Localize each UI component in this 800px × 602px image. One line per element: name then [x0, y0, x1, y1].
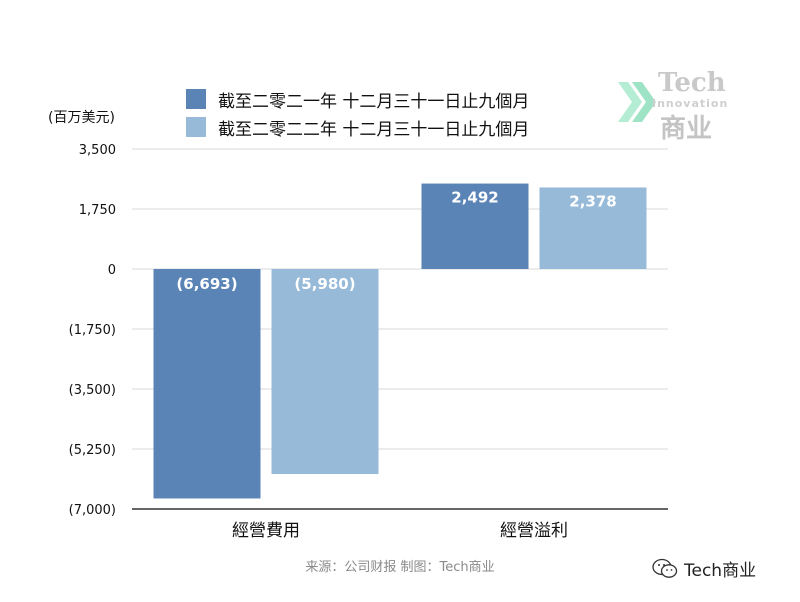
bar — [153, 269, 261, 499]
watermark-cn: 商业 — [660, 114, 713, 144]
y-axis-unit-label: (百万美元) — [48, 110, 115, 126]
bar — [271, 269, 379, 475]
watermark-tech: Tech — [658, 68, 726, 98]
y-axis-tick-labels: 3,500 1,750 0 (1,750) (3,500) (5,250) (7,000) — [69, 143, 116, 518]
legend-label-2021: 截至二零二一年 十二月三十一日止九個月 — [218, 91, 530, 112]
y-tick-label: 3,500 — [79, 143, 116, 158]
watermark-innovation: Innovation — [652, 97, 729, 110]
legend-swatch-2021 — [186, 89, 206, 109]
y-tick-label: (5,250) — [69, 443, 116, 458]
y-tick-label: 1,750 — [79, 203, 116, 218]
x-category-label: 經營溢利 — [500, 521, 568, 541]
tech-innovation-watermark: Tech Innovation 商业 — [612, 68, 732, 144]
double-chevron-icon — [618, 82, 656, 122]
bar-data-label: 2,492 — [451, 189, 498, 207]
bar — [421, 183, 529, 269]
x-axis-category-labels: 經營費用 經營溢利 — [232, 521, 568, 541]
bar-data-label: (5,980) — [294, 275, 355, 293]
wechat-badge: Tech商业 — [652, 556, 756, 581]
bar-data-label: (6,693) — [176, 275, 237, 293]
wechat-account-name: Tech商业 — [684, 561, 757, 581]
legend: 截至二零二一年 十二月三十一日止九個月 截至二零二二年 十二月三十一日止九個月 — [186, 86, 529, 142]
legend-item-2021: 截至二零二一年 十二月三十一日止九個月 — [186, 86, 529, 112]
y-tick-label: (7,000) — [69, 503, 116, 518]
bars — [153, 183, 647, 499]
source-caption: 来源：公司财报 制图：Tech商业 — [305, 560, 495, 575]
wechat-icon — [652, 558, 678, 578]
x-category-label: 經營費用 — [232, 521, 300, 541]
legend-swatch-2022 — [186, 117, 206, 137]
bar-data-label: 2,378 — [569, 192, 616, 210]
y-tick-label: (3,500) — [69, 383, 116, 398]
bar — [539, 187, 647, 269]
y-tick-label: (1,750) — [69, 323, 116, 338]
y-tick-label: 0 — [108, 263, 116, 278]
legend-label-2022: 截至二零二二年 十二月三十一日止九個月 — [218, 119, 530, 140]
legend-item-2022: 截至二零二二年 十二月三十一日止九個月 — [186, 114, 529, 140]
bar-data-labels: (6,693) (5,980) 2,492 2,378 — [176, 189, 616, 293]
